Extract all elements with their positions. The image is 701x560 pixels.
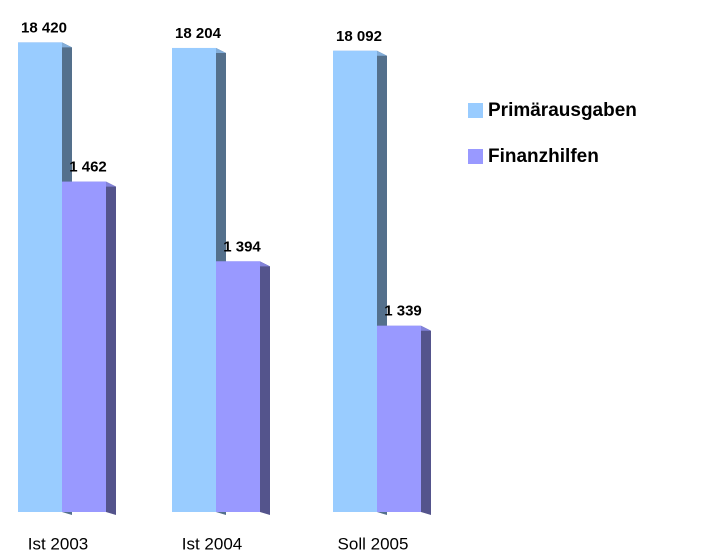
value-label: 18 204 — [175, 25, 222, 42]
legend-label: Primärausgaben — [488, 100, 637, 121]
bar-side — [421, 325, 431, 515]
bar — [18, 42, 62, 512]
bar — [333, 50, 377, 512]
legend-swatch — [468, 149, 483, 164]
x-tick-label: Ist 2003 — [28, 534, 89, 553]
value-label: 18 420 — [21, 19, 67, 36]
bar — [172, 47, 216, 512]
x-tick-label: Soll 2005 — [338, 534, 409, 553]
value-label: 1 339 — [384, 303, 422, 320]
value-label: 1 394 — [223, 238, 261, 255]
x-tick-label: Ist 2004 — [182, 534, 243, 553]
value-label: 1 462 — [69, 159, 107, 176]
bar-side — [106, 181, 116, 515]
bar-side — [260, 261, 270, 515]
legend-swatch — [468, 103, 483, 118]
value-label: 18 092 — [336, 28, 382, 45]
bar — [377, 325, 421, 512]
legend-label: Finanzhilfen — [488, 146, 599, 167]
bar — [216, 261, 260, 512]
bar — [62, 181, 106, 512]
